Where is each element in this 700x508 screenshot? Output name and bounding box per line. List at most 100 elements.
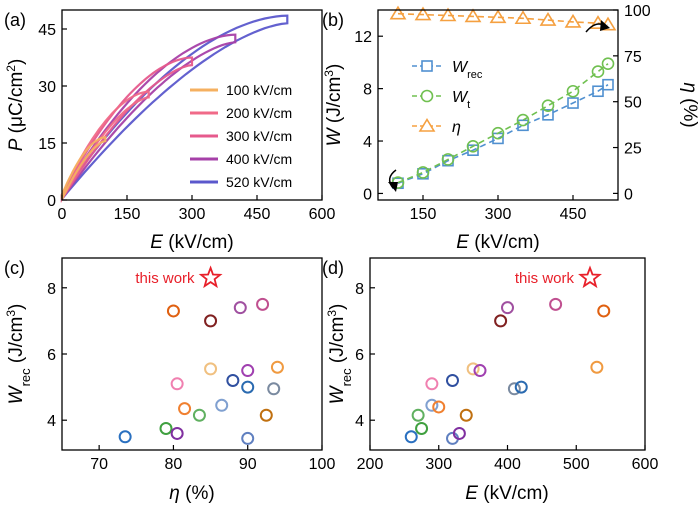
panel-a-ylabel: P (μC/cm2) bbox=[4, 59, 27, 152]
panel-c-ylabel-var: W bbox=[6, 384, 27, 404]
panel-a-xtick-label: 600 bbox=[309, 206, 336, 223]
legend-marker-W_t bbox=[420, 89, 434, 103]
panel-a-ticks: 0 150 300 450 600 0 15 30 45 bbox=[38, 22, 335, 223]
point-η-100 bbox=[389, 5, 407, 20]
panel-b-right-ytick-label: 100 bbox=[624, 3, 651, 20]
panel-c-xtick-label: 90 bbox=[239, 456, 257, 473]
panel-c-point-16 bbox=[259, 408, 273, 422]
panel-d: this work 200 300 400 500 600 4 6 8 (d) E (kV/c… bbox=[322, 257, 658, 504]
panel-d-ytick-label: 8 bbox=[355, 281, 364, 298]
panel-d-ylabel-unit: (J/cm bbox=[327, 317, 348, 369]
legend-label-sub-W_rec: rec bbox=[467, 69, 483, 81]
panel-b-plot bbox=[389, 5, 617, 190]
panel-a: 0 150 300 450 600 0 15 30 45 100 kV/cm 200 kV/cm 3… bbox=[4, 9, 335, 253]
legend-label-η: η bbox=[452, 119, 461, 136]
panel-d-ylabel-var: W bbox=[327, 384, 348, 404]
series-line-η bbox=[397, 12, 609, 26]
panel-d-point-17 bbox=[590, 360, 604, 374]
legend-label-100: 100 kV/cm bbox=[226, 82, 292, 98]
panel-a-ytick-label: 15 bbox=[38, 136, 56, 153]
point-W_rec-250 bbox=[467, 144, 479, 157]
panel-d-xtick-label: 300 bbox=[425, 456, 452, 473]
panel-a-ylabel-var: P bbox=[6, 138, 27, 151]
legend-label-W_t: Wt bbox=[452, 89, 470, 111]
panel-d-point-9 bbox=[459, 408, 473, 422]
panel-c: this work 70 80 90 100 4 6 8 (c) η (%) Wrec (J… bbox=[4, 257, 335, 504]
panel-b-legend: Wrec Wt η bbox=[412, 59, 483, 136]
point-η-400 bbox=[539, 12, 557, 26]
panel-c-xlabel: η (%) bbox=[169, 483, 214, 504]
panel-a-legend: 100 kV/cm 200 kV/cm 300 kV/cm 400 kV/cm 520 … bbox=[190, 82, 292, 190]
point-W_t-250 bbox=[466, 139, 480, 153]
panel-d-point-15 bbox=[514, 380, 528, 394]
panel-b-ytick-label: 0 bbox=[363, 186, 372, 203]
legend-label-main-W_t: W bbox=[452, 89, 469, 106]
point-W_t-350 bbox=[516, 113, 530, 127]
point-η-350 bbox=[514, 10, 532, 25]
panel-d-ticks: 200 300 400 500 600 4 6 8 bbox=[355, 281, 658, 473]
panel-c-xtick-label: 100 bbox=[309, 456, 336, 473]
panel-c-ytick-label: 4 bbox=[47, 413, 56, 430]
panel-c-point-17 bbox=[267, 382, 281, 396]
panel-c-this-work-label: this work bbox=[135, 270, 195, 287]
panel-b-xlabel-var: E bbox=[456, 232, 469, 253]
panel-a-xtick-label: 0 bbox=[58, 206, 67, 223]
panel-c-point-2 bbox=[170, 426, 184, 440]
panel-c-point-3 bbox=[166, 304, 180, 318]
panel-c-ticks: 70 80 90 100 4 6 8 bbox=[47, 281, 335, 473]
panel-b-ytick-label: 8 bbox=[363, 82, 372, 99]
panel-c-point-4 bbox=[170, 377, 184, 391]
panel-b-ytick-label: 12 bbox=[354, 29, 372, 46]
panel-d-label: (d) bbox=[322, 258, 344, 278]
legend-marker-W_rec bbox=[421, 60, 433, 72]
panel-c-this-work-star bbox=[198, 265, 223, 289]
panel-d-this-work-label: this work bbox=[515, 270, 575, 287]
pe-loop-520 bbox=[60, 14, 289, 202]
panel-a-ylabel-sup: 2 bbox=[4, 65, 18, 72]
point-η-250 bbox=[464, 8, 482, 23]
panel-d-xtick-label: 500 bbox=[563, 456, 590, 473]
panel-c-ylabel: Wrec (J/cm3) bbox=[4, 304, 33, 405]
panel-d-point-8 bbox=[452, 426, 466, 440]
panel-c-point-11 bbox=[233, 301, 247, 315]
point-η-150 bbox=[414, 6, 432, 21]
panel-a-ylabel-unit: (μC/cm bbox=[6, 72, 27, 139]
right-axis-arrowhead bbox=[600, 20, 610, 31]
point-W_t-500 bbox=[591, 65, 605, 78]
panel-b-ylabel: W (J/cm3) bbox=[322, 64, 345, 147]
panel-b-ylabel-sup: 3 bbox=[322, 70, 336, 77]
panel-d-point-0 bbox=[404, 430, 418, 444]
point-W_rec-450 bbox=[567, 97, 579, 109]
panel-d-xtick-label: 400 bbox=[494, 456, 521, 473]
panel-c-xtick-label: 70 bbox=[90, 456, 108, 473]
panel-b-xtick-label: 150 bbox=[410, 206, 437, 223]
panel-d-xlabel-var: E bbox=[465, 483, 478, 504]
panel-c-point-18 bbox=[270, 360, 284, 374]
panel-b-right-ytick-label: 50 bbox=[624, 95, 642, 112]
panel-b-ytick-label: 4 bbox=[363, 134, 372, 151]
panel-d-ylabel-sub: rec bbox=[339, 368, 354, 387]
panel-c-label: (c) bbox=[4, 258, 25, 278]
panel-a-label: (a) bbox=[4, 10, 26, 30]
pe-loop-300 bbox=[60, 56, 194, 203]
panel-a-xlabel-var: E bbox=[150, 232, 163, 253]
panel-c-point-13 bbox=[241, 380, 255, 394]
panel-c-point-6 bbox=[192, 408, 206, 422]
point-W_t-300 bbox=[491, 126, 505, 140]
point-W_rec-350 bbox=[517, 119, 529, 132]
series-line-W_rec bbox=[397, 84, 609, 184]
legend-marker-η bbox=[418, 117, 436, 132]
panel-b-ylabel-var: W bbox=[324, 126, 345, 146]
point-W_rec-400 bbox=[542, 109, 554, 121]
panel-b-xtick-label: 450 bbox=[560, 206, 587, 223]
panel-d-point-16 bbox=[549, 297, 563, 311]
panel-b-right-ytick-label: 0 bbox=[624, 186, 633, 203]
panel-d-point-13 bbox=[501, 301, 514, 315]
legend-label-520: 520 kV/cm bbox=[226, 174, 292, 190]
legend-label-sub-W_t: t bbox=[467, 99, 470, 111]
panel-d-point-5 bbox=[432, 400, 446, 414]
panel-c-ylabel-sub: rec bbox=[18, 368, 33, 387]
point-W_t-400 bbox=[541, 99, 555, 112]
panel-d-ylabel: Wrec (J/cm3) bbox=[325, 304, 354, 405]
